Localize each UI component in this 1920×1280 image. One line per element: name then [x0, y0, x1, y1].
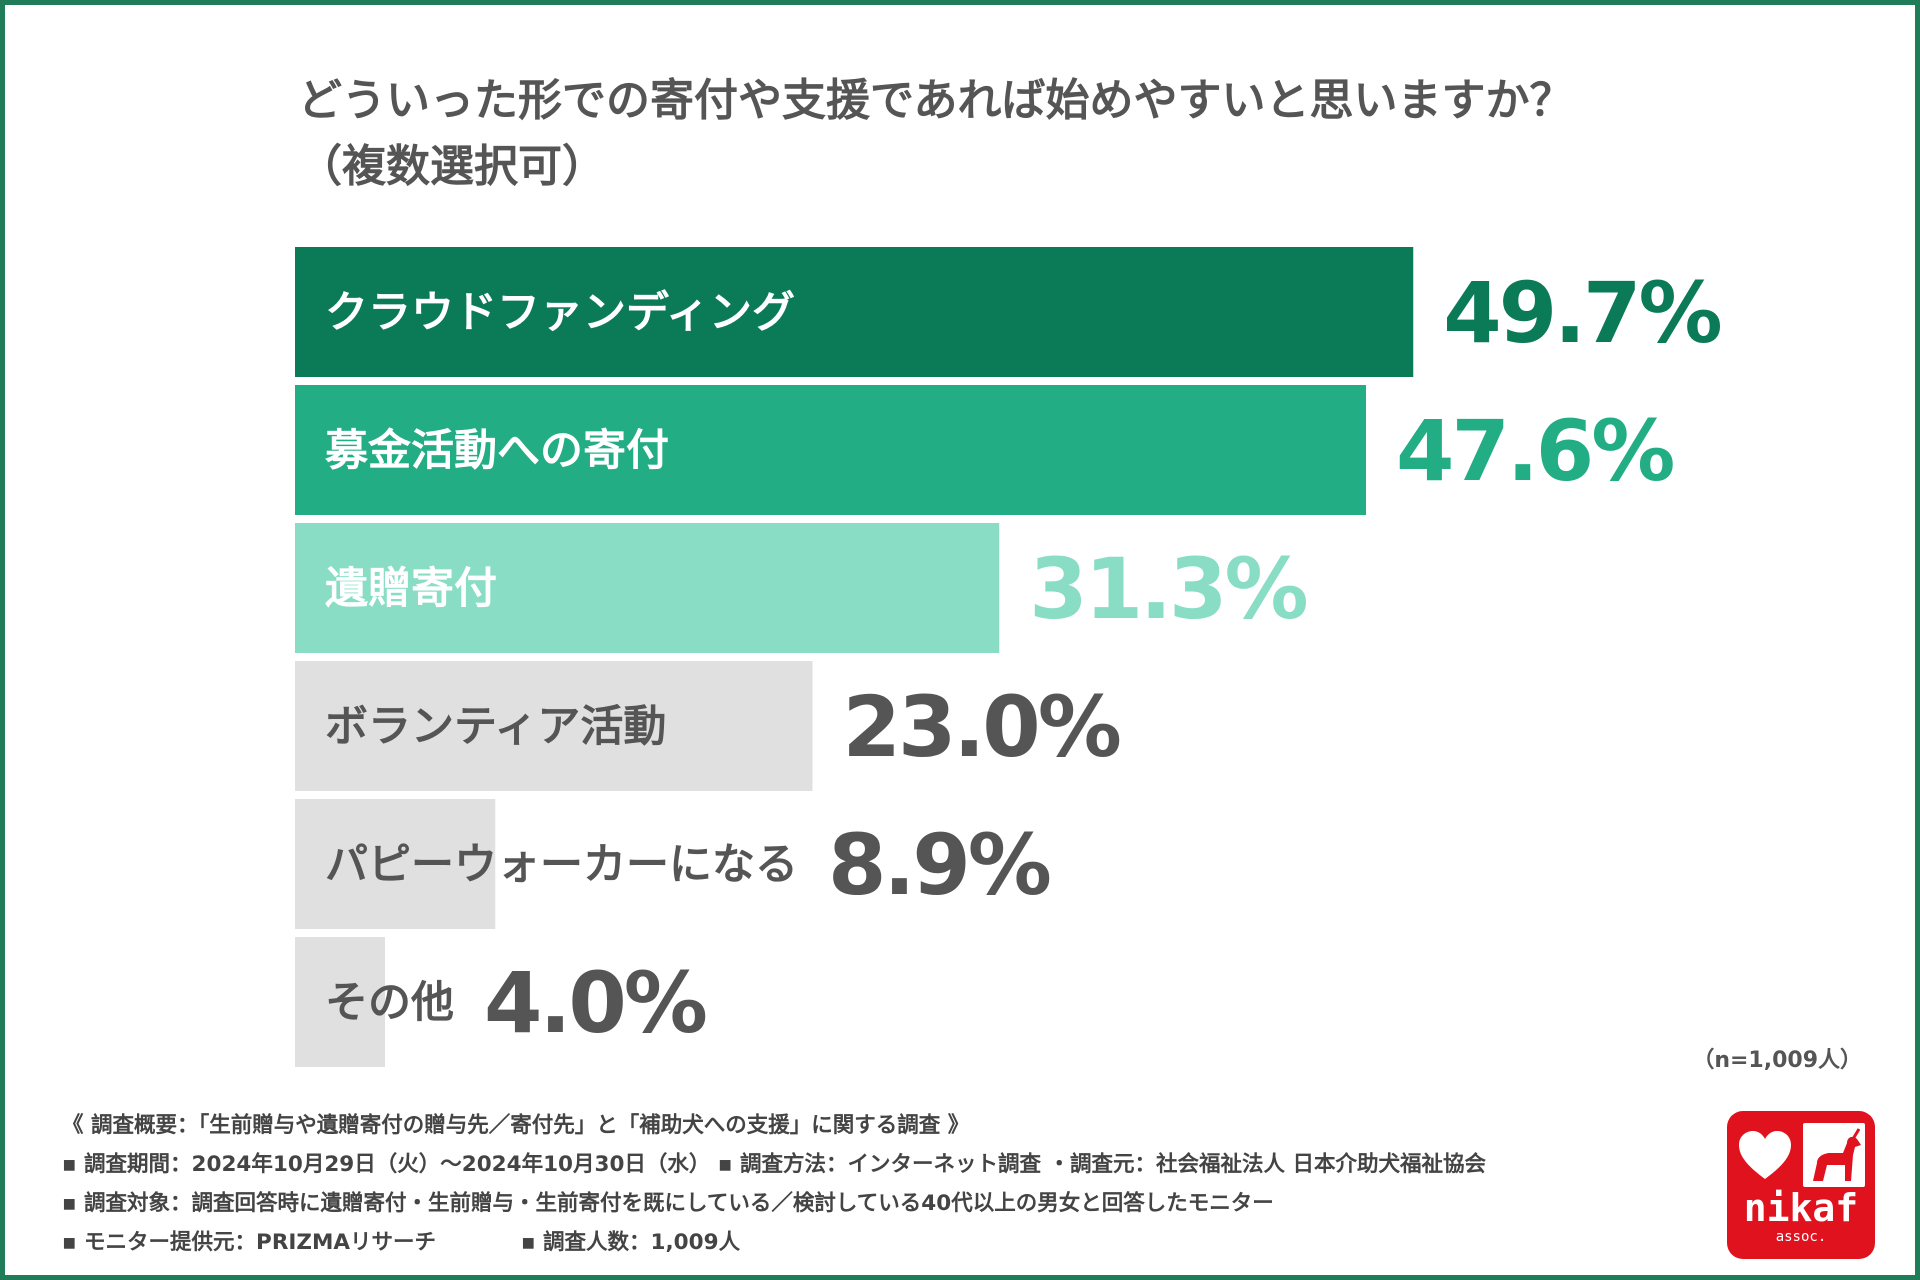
survey-period-method-line: ▪ 調査期間：2024年10月29日（火）〜2024年10月30日（水） ▪ 調… [62, 1145, 1486, 1184]
survey-provider-count-line: ▪ モニター提供元：PRIZMAリサーチ ▪ 調査人数：1,009人 [62, 1223, 1486, 1262]
bar-5 [295, 799, 496, 929]
bar-chart: クラウドファンディング 49.7% 募金活動への寄付 47.6% 遺贈寄付 31.3% ボラ… [295, 247, 1724, 1067]
bar-value-label-6: 4.0% [484, 954, 706, 1052]
bar-label-4: ボランティア活動 [325, 702, 666, 752]
bar-label-6: その他 [325, 978, 454, 1028]
bar-label-1: クラウドファンディング [325, 288, 795, 338]
bar-label-2: 募金活動への寄付 [324, 426, 669, 476]
chart-title: どういった形での寄付や支援であれば始めやすいと思いますか？ （複数選択可） [298, 68, 1574, 200]
survey-target: ▪ 調査対象：調査回答時に遺贈寄付・生前贈与・生前寄付を既にしている／検討してい… [62, 1191, 1274, 1216]
bar-4 [295, 661, 813, 791]
logo-subtext: assoc. [1775, 1229, 1827, 1245]
survey-method: ▪ 調査方法：インターネット調査 ・調査元：社会福祉法人 日本介助犬福祉協会 [717, 1152, 1486, 1177]
bar-value-label-1: 49.7% [1443, 264, 1720, 362]
bar-1 [295, 247, 1414, 377]
bar-value-label-3: 31.3% [1029, 540, 1306, 638]
survey-overview-title: 《 調査概要：「生前贈与や遺贈寄付の贈与先／寄付先」と「補助犬への支援」に関する… [62, 1113, 970, 1138]
bar-3 [295, 523, 1000, 653]
survey-count: ▪ 調査人数：1,009人 [521, 1230, 741, 1255]
logo-text: nikaf [1743, 1186, 1859, 1230]
guide-dog-icon [1803, 1123, 1865, 1187]
bar-value-label-2: 47.6% [1396, 402, 1673, 500]
chart-title-line1: どういった形での寄付や支援であれば始めやすいと思いますか？ [298, 75, 1574, 126]
heart-icon [1739, 1131, 1791, 1179]
bar-2 [295, 385, 1366, 515]
bar-value-label-4: 23.0% [843, 678, 1120, 776]
chart-title-line2: （複数選択可） [298, 141, 606, 192]
bar-label-3: 遺贈寄付 [325, 564, 497, 614]
bar-label-5: パピーウォーカーになる [325, 840, 798, 890]
survey-provider: ▪ モニター提供元：PRIZMAリサーチ [62, 1230, 436, 1255]
bar-6 [295, 937, 385, 1067]
nikaf-logo: nikaf assoc. [1727, 1111, 1875, 1259]
survey-overview: 《 調査概要：「生前贈与や遺贈寄付の贈与先／寄付先」と「補助犬への支援」に関する… [62, 1106, 1486, 1262]
bar-value-label-5: 8.9% [828, 816, 1050, 914]
survey-period: ▪ 調査期間：2024年10月29日（火）〜2024年10月30日（水） [62, 1152, 711, 1177]
sample-size-note: （n=1,009人） [1692, 1048, 1862, 1073]
